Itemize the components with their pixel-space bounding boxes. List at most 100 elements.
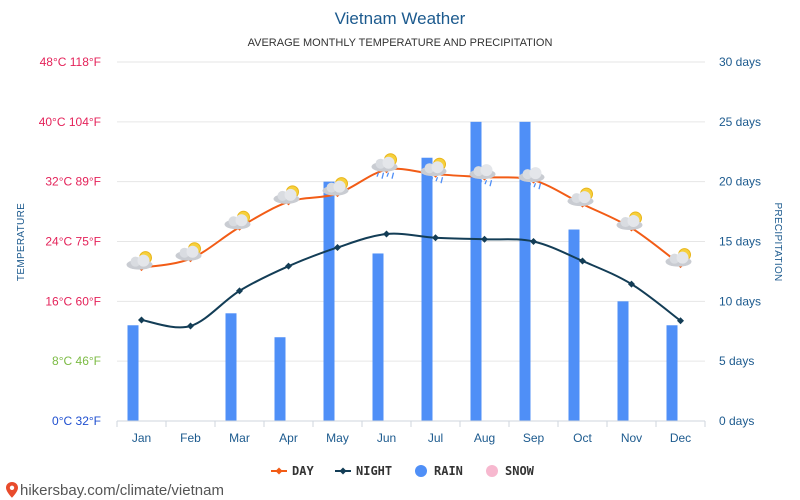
legend-item-rain: RAIN (415, 464, 463, 478)
grid-lines (117, 61, 705, 422)
legend-item-night: NIGHT (335, 464, 392, 478)
cloud-shape (676, 251, 689, 264)
legend-circle-icon (486, 465, 498, 477)
night-point (481, 235, 488, 243)
rain-sun-icon (420, 157, 447, 184)
legend: DAY NIGHT RAIN SNOW (271, 464, 535, 478)
y-tick-left: 32°C 89°F (45, 175, 101, 189)
rain-bar (666, 325, 678, 421)
x-tick-label: Jul (428, 431, 443, 445)
y-tick-right: 5 days (719, 354, 754, 368)
legend-circle-icon (415, 465, 427, 477)
chart-title: Vietnam Weather (335, 9, 466, 28)
rain-bar (274, 337, 286, 421)
raindrop-shape (533, 182, 537, 188)
legend-item-snow: SNOW (486, 464, 535, 478)
raindrop-shape (538, 183, 542, 190)
y-axis-right-title: PRECIPITATION (772, 202, 783, 281)
y-tick-left: 8°C 46°F (52, 354, 101, 368)
cloud-shape (480, 164, 493, 177)
y-tick-left: 48°C 118°F (40, 55, 101, 69)
rain-bar (470, 121, 482, 421)
x-tick-label: Mar (229, 431, 250, 445)
partly-cloudy-icon (665, 248, 692, 267)
rain-sun-icon (371, 153, 398, 179)
rain-bar (127, 325, 139, 421)
cloud-shape (431, 161, 444, 174)
y-tick-right: 25 days (719, 115, 761, 129)
y-tick-left: 0°C 32°F (52, 414, 101, 428)
raindrop-shape (484, 179, 488, 185)
y-tick-left: 24°C 75°F (45, 235, 101, 249)
y-tick-left: 40°C 104°F (39, 115, 101, 129)
cloud-shape (529, 167, 542, 180)
cloud-shape (578, 191, 591, 204)
rain-bar (225, 313, 237, 421)
y-axis-right: 30 days 25 days 20 days 15 days 10 days 5 day… (719, 55, 761, 428)
y-tick-right: 15 days (719, 235, 761, 249)
raindrop-shape (430, 177, 434, 184)
temperature-lines (138, 166, 684, 330)
map-pin-icon (6, 482, 18, 498)
rain-icon (518, 167, 545, 190)
partly-cloudy-icon (175, 242, 202, 261)
y-tick-right: 10 days (719, 294, 761, 308)
cloud-shape (186, 245, 199, 258)
rain-bars (127, 121, 678, 421)
night-point (236, 287, 243, 295)
x-tick-label: Aug (474, 431, 495, 445)
night-point (628, 280, 635, 288)
cloud-shape (235, 214, 248, 227)
x-tick-label: May (326, 431, 349, 445)
raindrop-shape (528, 183, 532, 190)
rain-bar (617, 301, 629, 421)
partly-cloudy-icon (273, 185, 300, 204)
x-tick-label: Feb (180, 431, 201, 445)
night-point (383, 230, 390, 238)
raindrop-shape (440, 177, 444, 184)
rain-bar (421, 157, 433, 421)
raindrop-shape (386, 172, 390, 177)
raindrop-shape (391, 172, 395, 179)
raindrop-shape (474, 179, 478, 185)
rain-bar (323, 181, 335, 421)
night-point (579, 257, 586, 265)
x-tick-label: Apr (279, 431, 298, 445)
y-axis-left-title: TEMPERATURE (16, 203, 27, 281)
cloud-shape (284, 188, 297, 201)
legend-label: RAIN (434, 464, 463, 478)
raindrop-shape (523, 182, 527, 188)
raindrop-shape (479, 180, 483, 187)
source-text[interactable]: hikersbay.com/climate/vietnam (20, 482, 224, 499)
day-line (141, 167, 682, 269)
source-link[interactable]: hikersbay.com/climate/vietnam (6, 482, 224, 499)
legend-label: SNOW (505, 464, 535, 478)
rain-bar (372, 253, 384, 421)
partly-cloudy-icon (322, 177, 349, 196)
y-axis-left: 48°C 118°F 40°C 104°F 32°C 89°F 24°C 75°F 16… (39, 55, 101, 428)
x-tick-label: Sep (523, 431, 545, 445)
night-point (432, 234, 439, 242)
y-tick-right: 0 days (719, 414, 754, 428)
partly-cloudy-icon (224, 210, 251, 230)
raindrop-shape (381, 172, 385, 179)
chart-subtitle: AVERAGE MONTHLY TEMPERATURE AND PRECIPIT… (248, 37, 553, 49)
x-tick-label: Jan (132, 431, 151, 445)
weather-icons (126, 153, 692, 270)
rain-bar (568, 229, 580, 421)
legend-label: NIGHT (356, 464, 392, 478)
legend-diamond-icon (275, 467, 283, 475)
y-tick-right: 20 days (719, 175, 761, 189)
legend-item-day: DAY (271, 464, 314, 478)
night-point (187, 322, 194, 330)
x-tick-label: Dec (670, 431, 691, 445)
night-point (285, 262, 292, 270)
night-point (138, 316, 145, 324)
cloud-shape (137, 254, 150, 267)
partly-cloudy-icon (126, 251, 153, 270)
night-point (530, 238, 537, 245)
night-point (677, 317, 684, 325)
y-tick-right: 30 days (719, 55, 761, 69)
raindrop-shape (376, 172, 380, 177)
